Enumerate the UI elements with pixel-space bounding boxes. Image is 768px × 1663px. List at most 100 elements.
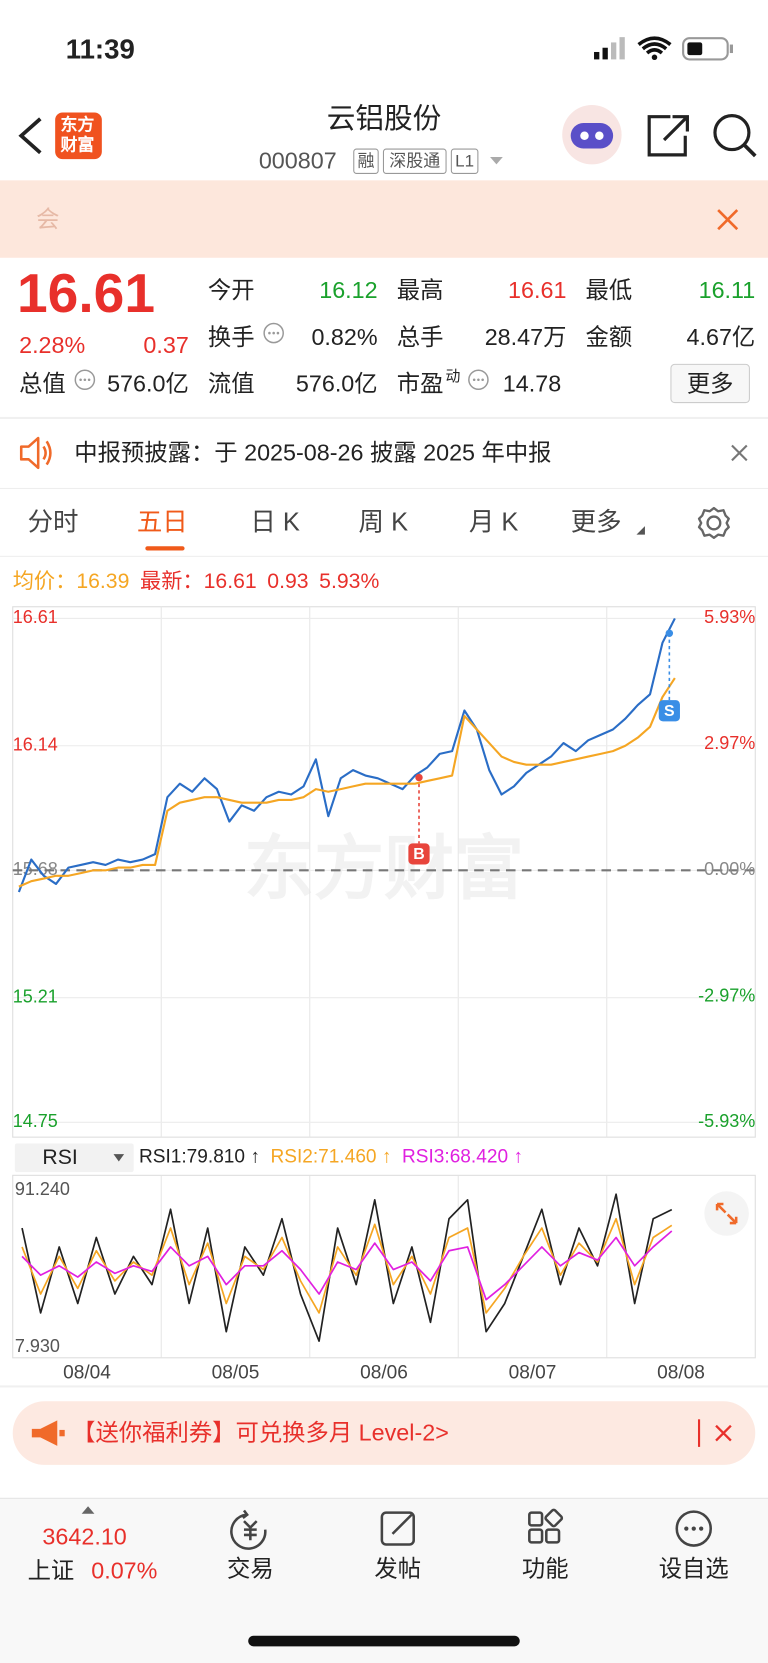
- banner: 会: [0, 180, 768, 258]
- index-arrow: [81, 1506, 95, 1514]
- series-line: [18, 677, 676, 888]
- index-change: 0.07%: [91, 1557, 158, 1584]
- x-tick-label: 08/08: [657, 1363, 705, 1384]
- dropdown-arrow[interactable]: [488, 154, 505, 167]
- field-value: 0.82%: [311, 323, 378, 351]
- home-indicator: [248, 1635, 520, 1647]
- tab[interactable]: 分时: [27, 508, 79, 537]
- more-button-text: 更多: [686, 370, 734, 397]
- y-tick-label: 14.75: [13, 1111, 58, 1131]
- field-label: 总手: [396, 323, 444, 351]
- y-tick-label: 91.240: [15, 1179, 70, 1199]
- status-time: 11:39: [65, 32, 135, 65]
- chart-frame: [12, 606, 756, 1138]
- stock-name: 云铝股份: [326, 102, 442, 135]
- y2-tick-label: -5.93%: [698, 1111, 755, 1131]
- marker-dot: [415, 773, 423, 782]
- field-value: 576.0亿: [295, 370, 378, 397]
- divider: [0, 555, 768, 557]
- action-label[interactable]: 功能: [521, 1555, 569, 1582]
- field-value: 16.12: [319, 276, 378, 304]
- notice-text[interactable]: 中报预披露：于 2025-08-26 披露 2025 年中报: [74, 439, 552, 466]
- info-text: 最新：16.61: [140, 569, 257, 593]
- action-icons: [230, 1508, 712, 1550]
- y-tick-label: 16.14: [13, 735, 58, 755]
- chart-frame: [12, 1174, 756, 1359]
- field-sup: 动: [445, 367, 461, 384]
- change: 0.37: [143, 332, 189, 359]
- y2-tick-label: 2.97%: [704, 733, 755, 753]
- tab-arrow: [636, 526, 645, 535]
- logo-text: 东方: [60, 116, 95, 135]
- promo-close[interactable]: [714, 1424, 733, 1443]
- back-button[interactable]: [15, 115, 47, 157]
- x-tick-label: 08/07: [509, 1363, 557, 1384]
- marker-badge: [658, 700, 680, 722]
- tab-underline: [145, 546, 185, 551]
- series-line: [21, 1230, 673, 1301]
- field-value: 4.67亿: [686, 323, 756, 351]
- y-tick-label: 16.61: [13, 607, 58, 627]
- y-tick-label: 7.930: [15, 1336, 60, 1356]
- promo-icon: [31, 1420, 65, 1446]
- logo-text: 财富: [60, 136, 95, 155]
- last-price: 16.61: [16, 263, 156, 325]
- bottom-bar: [0, 1497, 768, 1663]
- watermark: 东方财富: [244, 830, 524, 908]
- x-tick-label: 08/05: [212, 1363, 260, 1384]
- marker-dot: [665, 629, 674, 637]
- field-label: 金额: [585, 323, 633, 351]
- promo-banner[interactable]: 【送你福利券】可兑换多月 Level-2>: [12, 1401, 756, 1465]
- action-label[interactable]: 设自选: [658, 1555, 729, 1582]
- y-tick-label: 15.21: [13, 986, 58, 1006]
- legend-entry: RSI3:68.420 ↑: [402, 1146, 523, 1167]
- banner-text: 会: [36, 205, 60, 233]
- app-logo: 东方 财富: [55, 112, 102, 160]
- info-text: 0.93: [267, 570, 308, 593]
- tab[interactable]: 周 K: [358, 508, 409, 537]
- marker-text: B: [413, 846, 425, 863]
- divider: [0, 487, 768, 490]
- close-button[interactable]: [715, 207, 740, 232]
- indicator-name: RSI: [42, 1146, 77, 1169]
- tab[interactable]: 日 K: [250, 508, 300, 537]
- marker-badge: [408, 843, 430, 865]
- series-line: [21, 1193, 673, 1342]
- tag: 融: [353, 148, 379, 174]
- x-tick-label: 08/06: [360, 1363, 408, 1384]
- series-line: [17, 617, 676, 893]
- tab[interactable]: 月 K: [468, 508, 519, 537]
- index-name: 上证: [27, 1557, 75, 1584]
- field-value: 14.78: [502, 370, 562, 397]
- field-value: 28.47万: [484, 323, 567, 351]
- action-label[interactable]: 发帖: [374, 1555, 422, 1582]
- select-arrow: [113, 1154, 125, 1162]
- marker-text: S: [664, 703, 675, 720]
- tab-active[interactable]: 五日: [136, 508, 188, 537]
- tag: 深股通: [382, 148, 447, 174]
- y-tick-label: 15.68: [13, 859, 58, 879]
- divider: [0, 416, 768, 420]
- more-button[interactable]: 更多: [670, 363, 750, 404]
- field-value: 576.0亿: [107, 370, 189, 397]
- header-actions: [562, 105, 757, 165]
- legend-entry: RSI2:71.460 ↑: [270, 1146, 391, 1167]
- tab[interactable]: 更多: [570, 508, 622, 537]
- settings-button[interactable]: [696, 505, 732, 541]
- field-label: 市盈: [396, 370, 444, 397]
- y2-tick-label: 5.93%: [704, 607, 755, 627]
- x-tick-label: 08/04: [63, 1363, 111, 1384]
- series-line: [21, 1217, 673, 1314]
- legend-entry: RSI1:79.810 ↑: [139, 1146, 260, 1167]
- field-label: 换手: [207, 323, 255, 351]
- y2-tick-label: 0.00%: [704, 859, 755, 879]
- divider: [0, 1385, 768, 1388]
- index-value: 3642.10: [42, 1523, 127, 1550]
- charts: 东方财富 均价：16.39 最新：16.61 0.93 5.93% 16.61 16.14…: [12, 569, 756, 1384]
- notice-close[interactable]: [730, 443, 749, 462]
- notice-icon: [19, 436, 52, 470]
- expand-button[interactable]: [703, 1190, 750, 1237]
- action-label[interactable]: 交易: [226, 1555, 274, 1582]
